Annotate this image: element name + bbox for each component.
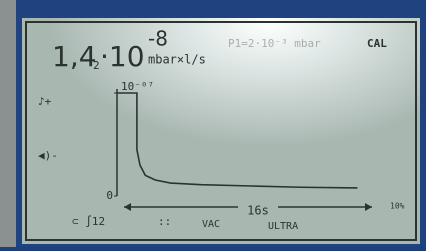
y-tick-label: 0 <box>106 189 113 202</box>
footer-range: ULTRA <box>268 221 298 232</box>
y-tick-label: 10⁻⁰⁷ <box>121 80 154 93</box>
reading-mantissa: 1,4 <box>52 40 97 73</box>
footer-dots: :: <box>158 215 171 228</box>
footer-mode: VAC <box>202 219 220 230</box>
reading-base: ·10 <box>100 40 145 73</box>
footer-left: ⊂ ∫12 <box>72 215 105 228</box>
scale: 10% <box>390 202 405 211</box>
side-icon: ◀)- <box>38 149 58 162</box>
span: 16s <box>247 204 269 218</box>
cal-badge: CAL <box>367 37 387 50</box>
reading-exponent: -8 <box>148 27 168 51</box>
reading-unit: mbar×l/s <box>148 53 206 67</box>
bezel-edge <box>0 0 16 247</box>
device-screen: 1,4 2 ·10 -8 mbar×l/s P1=2·10⁻³ mbar CAL… <box>0 0 426 247</box>
pressure: P1=2·10⁻³ mbar <box>228 37 321 50</box>
side-icon: ♪+ <box>38 95 52 108</box>
reading-digit: 2 <box>93 59 100 72</box>
